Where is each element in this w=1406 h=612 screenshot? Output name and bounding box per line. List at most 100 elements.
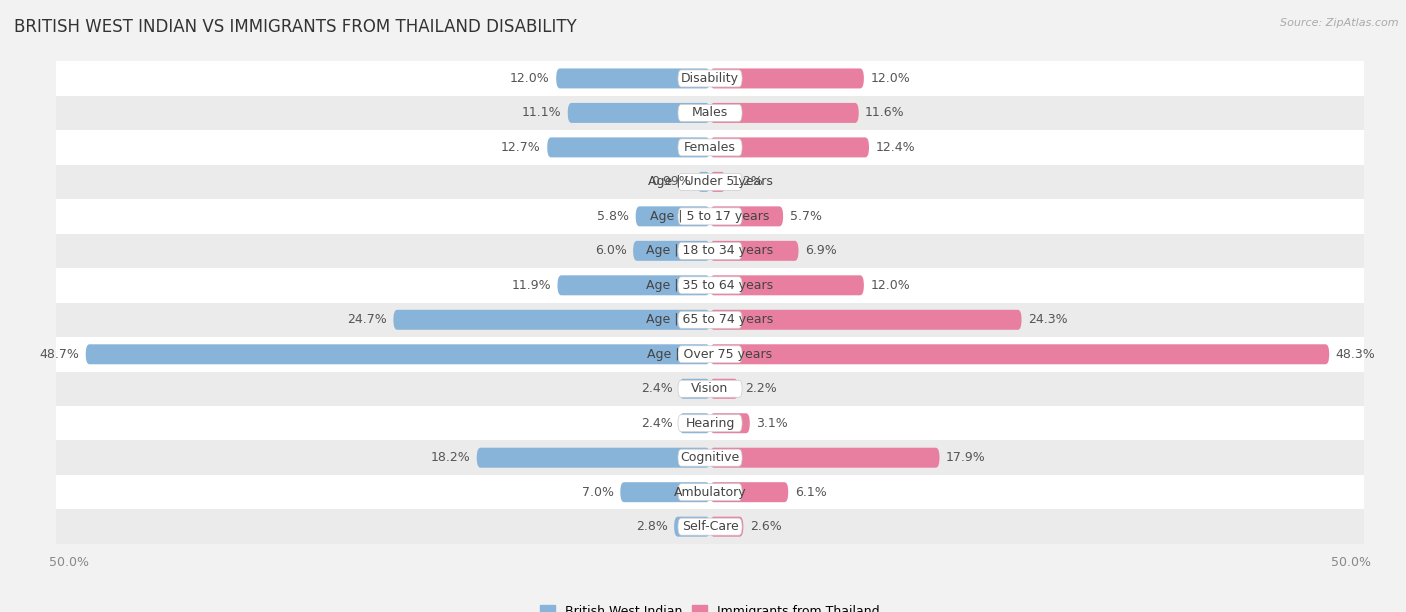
Text: Hearing: Hearing <box>685 417 735 430</box>
FancyBboxPatch shape <box>678 518 742 535</box>
Text: Females: Females <box>685 141 735 154</box>
FancyBboxPatch shape <box>678 139 742 156</box>
Text: 2.8%: 2.8% <box>636 520 668 533</box>
FancyBboxPatch shape <box>679 413 710 433</box>
FancyBboxPatch shape <box>568 103 710 123</box>
Text: 2.6%: 2.6% <box>749 520 782 533</box>
Bar <box>56 302 1364 337</box>
Text: Age | 65 to 74 years: Age | 65 to 74 years <box>647 313 773 326</box>
Text: 11.6%: 11.6% <box>865 106 905 119</box>
Bar <box>56 95 1364 130</box>
Text: Males: Males <box>692 106 728 119</box>
Text: Self-Care: Self-Care <box>682 520 738 533</box>
Text: 7.0%: 7.0% <box>582 486 614 499</box>
FancyBboxPatch shape <box>636 206 710 226</box>
Text: Age | 35 to 64 years: Age | 35 to 64 years <box>647 279 773 292</box>
Text: Age | Over 75 years: Age | Over 75 years <box>648 348 772 360</box>
Text: Disability: Disability <box>681 72 740 85</box>
FancyBboxPatch shape <box>678 483 742 501</box>
Text: 48.3%: 48.3% <box>1336 348 1375 360</box>
FancyBboxPatch shape <box>678 380 742 397</box>
Text: 12.0%: 12.0% <box>870 72 910 85</box>
Text: Cognitive: Cognitive <box>681 451 740 465</box>
Text: Age | 18 to 34 years: Age | 18 to 34 years <box>647 244 773 257</box>
FancyBboxPatch shape <box>477 448 710 468</box>
Text: 12.0%: 12.0% <box>510 72 550 85</box>
Text: 5.8%: 5.8% <box>598 210 630 223</box>
FancyBboxPatch shape <box>633 241 710 261</box>
FancyBboxPatch shape <box>710 241 799 261</box>
Bar <box>56 406 1364 441</box>
FancyBboxPatch shape <box>678 208 742 225</box>
FancyBboxPatch shape <box>710 138 869 157</box>
FancyBboxPatch shape <box>710 517 744 537</box>
FancyBboxPatch shape <box>710 345 1329 364</box>
Legend: British West Indian, Immigrants from Thailand: British West Indian, Immigrants from Tha… <box>536 600 884 612</box>
Text: 17.9%: 17.9% <box>946 451 986 465</box>
FancyBboxPatch shape <box>558 275 710 296</box>
FancyBboxPatch shape <box>557 69 710 89</box>
Text: 12.4%: 12.4% <box>876 141 915 154</box>
Bar <box>56 509 1364 544</box>
FancyBboxPatch shape <box>678 70 742 87</box>
FancyBboxPatch shape <box>678 346 742 363</box>
Text: Vision: Vision <box>692 382 728 395</box>
Text: 2.2%: 2.2% <box>745 382 776 395</box>
FancyBboxPatch shape <box>394 310 710 330</box>
Text: Age | Under 5 years: Age | Under 5 years <box>648 176 772 188</box>
FancyBboxPatch shape <box>678 277 742 294</box>
Text: 2.4%: 2.4% <box>641 417 673 430</box>
Text: 11.1%: 11.1% <box>522 106 561 119</box>
FancyBboxPatch shape <box>710 275 863 296</box>
Text: 6.1%: 6.1% <box>794 486 827 499</box>
FancyBboxPatch shape <box>678 105 742 121</box>
Text: Age | 5 to 17 years: Age | 5 to 17 years <box>651 210 769 223</box>
FancyBboxPatch shape <box>710 482 789 502</box>
Text: Source: ZipAtlas.com: Source: ZipAtlas.com <box>1281 18 1399 28</box>
Text: 1.2%: 1.2% <box>731 176 763 188</box>
Bar <box>56 61 1364 95</box>
FancyBboxPatch shape <box>673 517 710 537</box>
FancyBboxPatch shape <box>710 448 939 468</box>
FancyBboxPatch shape <box>86 345 710 364</box>
FancyBboxPatch shape <box>710 103 859 123</box>
FancyBboxPatch shape <box>710 413 749 433</box>
FancyBboxPatch shape <box>710 172 725 192</box>
Bar <box>56 371 1364 406</box>
Bar <box>56 268 1364 302</box>
Bar <box>56 337 1364 371</box>
FancyBboxPatch shape <box>710 379 738 399</box>
Text: 12.7%: 12.7% <box>501 141 541 154</box>
Text: BRITISH WEST INDIAN VS IMMIGRANTS FROM THAILAND DISABILITY: BRITISH WEST INDIAN VS IMMIGRANTS FROM T… <box>14 18 576 36</box>
FancyBboxPatch shape <box>697 172 710 192</box>
Bar <box>56 234 1364 268</box>
FancyBboxPatch shape <box>678 415 742 431</box>
FancyBboxPatch shape <box>678 449 742 466</box>
Text: 2.4%: 2.4% <box>641 382 673 395</box>
FancyBboxPatch shape <box>678 312 742 328</box>
FancyBboxPatch shape <box>710 206 783 226</box>
FancyBboxPatch shape <box>679 379 710 399</box>
FancyBboxPatch shape <box>678 173 742 190</box>
Text: 5.7%: 5.7% <box>790 210 821 223</box>
FancyBboxPatch shape <box>678 242 742 259</box>
Text: 12.0%: 12.0% <box>870 279 910 292</box>
FancyBboxPatch shape <box>547 138 710 157</box>
Bar <box>56 475 1364 509</box>
Text: 24.3%: 24.3% <box>1028 313 1067 326</box>
FancyBboxPatch shape <box>710 310 1022 330</box>
Bar <box>56 199 1364 234</box>
Text: 11.9%: 11.9% <box>512 279 551 292</box>
FancyBboxPatch shape <box>620 482 710 502</box>
Text: Ambulatory: Ambulatory <box>673 486 747 499</box>
Bar <box>56 165 1364 199</box>
Text: 48.7%: 48.7% <box>39 348 79 360</box>
Text: 6.9%: 6.9% <box>804 244 837 257</box>
Bar <box>56 130 1364 165</box>
Text: 0.99%: 0.99% <box>651 176 690 188</box>
FancyBboxPatch shape <box>710 69 863 89</box>
Text: 24.7%: 24.7% <box>347 313 387 326</box>
Text: 3.1%: 3.1% <box>756 417 787 430</box>
Text: 18.2%: 18.2% <box>430 451 470 465</box>
Bar <box>56 441 1364 475</box>
